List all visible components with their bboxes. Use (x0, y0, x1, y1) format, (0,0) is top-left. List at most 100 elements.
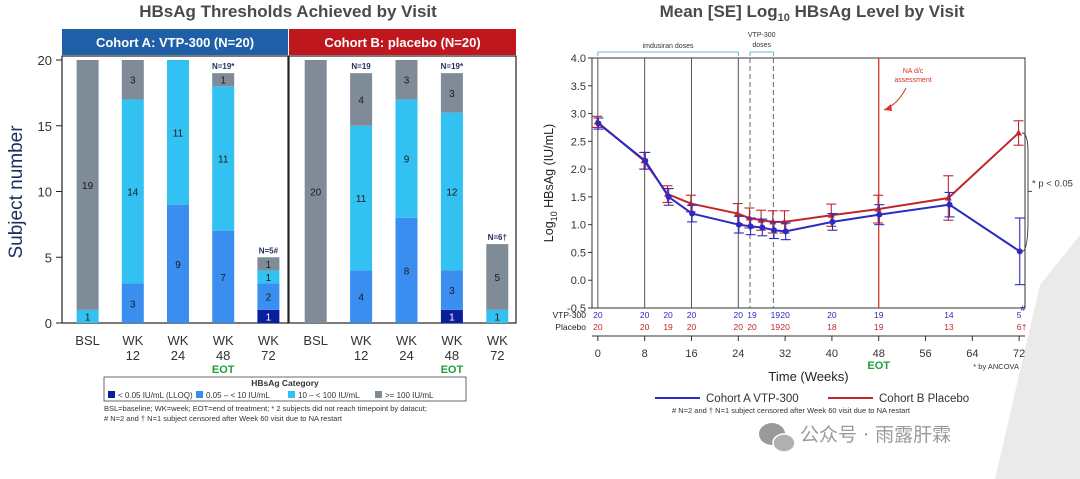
n-vtp-value: 20 (827, 310, 837, 320)
cohort-header-box (62, 29, 288, 55)
bar-value-label: 2 (266, 293, 272, 304)
bar-segment (76, 60, 99, 310)
series-marker (735, 221, 742, 228)
x-category-label: WK (487, 333, 508, 348)
bar-segment (212, 86, 235, 231)
n-vtp-value: 20 (780, 310, 790, 320)
x-category-label: WK (396, 333, 417, 348)
y-tick-label: 10 (38, 185, 52, 200)
bar-segment (121, 283, 144, 323)
series-marker (734, 210, 742, 217)
y-tick-label: 0.0 (571, 275, 586, 287)
eot-label: EOT (212, 364, 235, 376)
n-placebo-value: 20 (640, 322, 650, 332)
legend-box (103, 376, 467, 402)
na-dc-arrowhead (884, 104, 892, 111)
series-marker (642, 157, 649, 164)
bar-segment (257, 283, 280, 310)
eot-label: EOT (441, 364, 464, 376)
y-axis-title: Log10 HBsAg (IU/mL) (542, 124, 559, 242)
series-marker (689, 210, 696, 217)
bar-segment (350, 73, 373, 126)
bar-segment (395, 60, 418, 100)
bar-value-label: 3 (130, 299, 136, 310)
x-category-label: WK (213, 333, 234, 348)
y-tick-label: 1.0 (571, 220, 586, 232)
bar-value-label: 3 (404, 76, 410, 87)
y-tick-label: 3.0 (571, 109, 586, 121)
bar-value-label: 9 (404, 155, 410, 166)
bar-segment (395, 217, 418, 323)
cohort-header-label: Cohort A: VTP-300 (N=20) (96, 35, 254, 50)
bar-value-label: 3 (449, 286, 455, 297)
x-category-label: 48 (445, 348, 459, 363)
series-marker (747, 223, 754, 230)
n-placebo-value: 13 (944, 322, 954, 332)
bar-segment (257, 309, 280, 323)
x-tick-label: 16 (685, 348, 697, 360)
x-axis-title: Time (Weeks) (768, 369, 848, 384)
n-vtp-value: 19 (747, 310, 757, 320)
bar-segment (304, 60, 327, 323)
legend-label: 10 – < 100 IU/mL (298, 391, 360, 400)
bar-segment (212, 73, 235, 87)
n-vtp-value: 20 (734, 310, 744, 320)
series-marker (782, 228, 789, 235)
series-marker (770, 227, 777, 234)
n-placebo-value: 20 (687, 322, 697, 332)
na-dc-label: NA d/c (903, 68, 924, 75)
bar-value-label: 14 (127, 188, 139, 199)
y-axis-title-part: Log (542, 221, 556, 242)
bar-value-label: 11 (356, 194, 367, 205)
n-placebo-value: 19 (874, 322, 884, 332)
x-category-label: 24 (171, 348, 185, 363)
eot-label: EOT (867, 360, 890, 372)
x-category-label: BSL (75, 333, 100, 348)
right-chart-title: Mean [SE] Log10 HBsAg Level by Visit (602, 2, 1022, 24)
vtp-doses-label: VTP-300 (748, 32, 776, 39)
y-axis-title: Subject number (6, 125, 27, 259)
footnote-line: # N=2 and † N=1 subject censored after W… (104, 414, 343, 423)
n-vtp-value: 19 (771, 310, 781, 320)
x-tick-label: 48 (873, 348, 885, 360)
series-marker (687, 200, 695, 207)
bar-segment (486, 309, 509, 323)
right-title-part1: Mean [SE] Log (659, 2, 778, 21)
legend-label: >= 100 IU/mL (385, 391, 434, 400)
bar-segment (486, 244, 509, 310)
bar-segment (257, 257, 280, 271)
left-footnote: BSL=baseline; WK=week; EOT=end of treatm… (104, 404, 427, 423)
y-tick-label: -0.5 (567, 303, 586, 315)
bar-value-label: 9 (175, 260, 181, 271)
bar-value-label: 1 (266, 260, 272, 271)
y-tick-label: 3.5 (571, 81, 586, 93)
series-marker (595, 120, 602, 127)
right-series (592, 115, 1025, 286)
bar-segment (395, 99, 418, 218)
x-category-label: 12 (354, 348, 368, 363)
n-placebo-value: 18 (827, 322, 837, 332)
x-category-label: 12 (126, 348, 140, 363)
x-tick-label: 0 (595, 348, 601, 360)
bar-groups: 119BSL3143WK12911WK247111N=19*WK48EOT121… (75, 60, 509, 376)
x-category-label: WK (441, 333, 462, 348)
y-axis-title-part: HBsAg (IU/mL) (542, 124, 556, 212)
legend-swatch (196, 391, 203, 398)
y-tick-label: 2.0 (571, 164, 586, 176)
bar-value-label: 1 (495, 312, 501, 323)
footnote-line: BSL=baseline; WK=week; EOT=end of treatm… (104, 404, 427, 413)
n-vtp-mark: # (1021, 303, 1026, 313)
y-tick-label: 5 (45, 250, 52, 265)
bar-n-label: N=6† (488, 233, 507, 242)
y-tick-label: 2.5 (571, 136, 586, 148)
ancova-note: * by ANCOVA (973, 362, 1019, 371)
bar-segment (212, 230, 235, 323)
bar-n-label: N=19* (441, 62, 464, 71)
right-annotations: imdusiran doses VTP-300 doses NA d/c assessm… (597, 32, 1073, 415)
bar-value-label: 1 (449, 312, 455, 323)
x-category-label: WK (168, 333, 189, 348)
bar-value-label: 1 (266, 273, 272, 284)
cohort-headers: Cohort A: VTP-300 (N=20) Cohort B: placeb… (62, 29, 516, 55)
bar-n-label: N=5# (259, 246, 279, 255)
x-tick-label: 24 (732, 348, 744, 360)
